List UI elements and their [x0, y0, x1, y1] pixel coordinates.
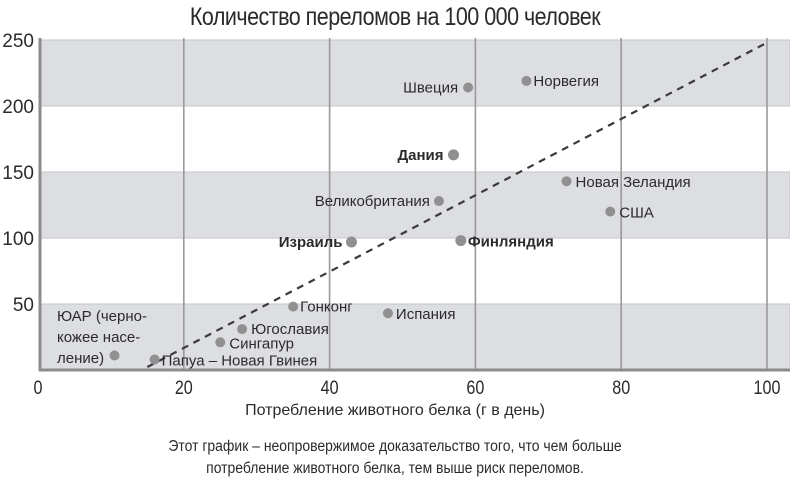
- x-tick-label: 0: [34, 377, 43, 399]
- point-label: Гонконг: [300, 299, 353, 316]
- y-axis-ticks: 50 100 150 200 250: [2, 31, 34, 316]
- chart-caption: Этот график – неопровержимое доказательс…: [0, 436, 790, 480]
- point-marker: [455, 235, 467, 247]
- point-label: ление): [57, 350, 104, 367]
- point-label: США: [619, 205, 654, 222]
- point-marker: [561, 176, 572, 187]
- data-point-сингапур: Сингапур: [215, 335, 294, 352]
- data-point-финляндия: Финляндия: [455, 234, 554, 251]
- caption-line-1: Этот график – неопровержимое доказательс…: [168, 438, 622, 455]
- data-point-дания: Дания: [397, 147, 460, 164]
- point-label: Швеция: [403, 80, 458, 97]
- y-tick-label: 100: [2, 229, 34, 250]
- background-band: [39, 39, 790, 107]
- x-tick-label: 80: [612, 377, 630, 399]
- data-point-швеция: Швеция: [403, 80, 474, 97]
- data-point-испания: Испания: [382, 306, 456, 323]
- point-marker: [149, 354, 160, 365]
- y-tick-label: 250: [2, 31, 34, 52]
- point-label: Новая Зеландия: [576, 174, 691, 191]
- x-tick-label: 100: [754, 377, 781, 399]
- point-label: кожее насе-: [57, 329, 140, 346]
- caption-line-2: потребление животного белка, тем выше ри…: [206, 460, 584, 477]
- point-marker: [215, 337, 226, 348]
- point-label: Югославия: [251, 321, 329, 338]
- point-marker: [109, 350, 120, 361]
- data-point-норвегия: Норвегия: [521, 73, 599, 90]
- data-point-израиль: Израиль: [279, 234, 357, 251]
- point-label: ЮАР (черно-: [57, 308, 147, 325]
- point-marker: [288, 301, 299, 312]
- data-point-юар: ЮАР (черно-кожее насе-ление): [57, 308, 147, 367]
- point-marker: [448, 149, 460, 161]
- point-marker: [605, 206, 616, 217]
- grid-lines: [183, 38, 768, 370]
- y-tick-label: 150: [2, 163, 34, 184]
- data-point-сша: США: [605, 205, 654, 222]
- point-marker: [237, 324, 248, 335]
- point-marker: [345, 236, 357, 248]
- data-point-гонконг: Гонконг: [288, 299, 353, 316]
- point-marker: [463, 82, 474, 93]
- point-label: Сингапур: [229, 335, 294, 352]
- chart-title: Количество переломов на 100 000 человек: [189, 3, 601, 31]
- x-tick-label: 40: [321, 377, 339, 399]
- scatter-plot: 50 100 150 200 250 0 20 40 60 80 100 ЮАР (черно-к…: [2, 31, 790, 399]
- point-marker: [433, 196, 444, 207]
- y-tick-label: 50: [13, 295, 34, 316]
- point-label: Финляндия: [468, 234, 554, 251]
- point-label: Израиль: [279, 234, 343, 251]
- point-marker: [382, 308, 393, 319]
- x-axis-label: Потребление животного белка (г в день): [245, 402, 545, 419]
- point-label: Испания: [396, 306, 456, 323]
- background-bands: [39, 39, 790, 371]
- point-label: Папуа – Новая Гвинея: [162, 352, 318, 369]
- data-point-новая: Новая Зеландия: [561, 174, 691, 191]
- point-label: Норвегия: [533, 73, 599, 90]
- x-tick-label: 20: [175, 377, 193, 399]
- x-axis-ticks: 0 20 40 60 80 100: [34, 377, 781, 399]
- data-points: ЮАР (черно-кожее насе-ление) Папуа – Нова…: [57, 73, 691, 370]
- data-point-великобритания: Великобритания: [315, 193, 444, 210]
- point-label: Великобритания: [315, 193, 430, 210]
- point-label: Дания: [397, 147, 443, 164]
- y-tick-label: 200: [2, 97, 34, 118]
- x-tick-label: 60: [466, 377, 484, 399]
- point-marker: [521, 75, 532, 86]
- data-point-югославия: Югославия: [237, 321, 329, 338]
- axes: [38, 38, 790, 372]
- data-point-папуа: Папуа – Новая Гвинея: [149, 352, 318, 369]
